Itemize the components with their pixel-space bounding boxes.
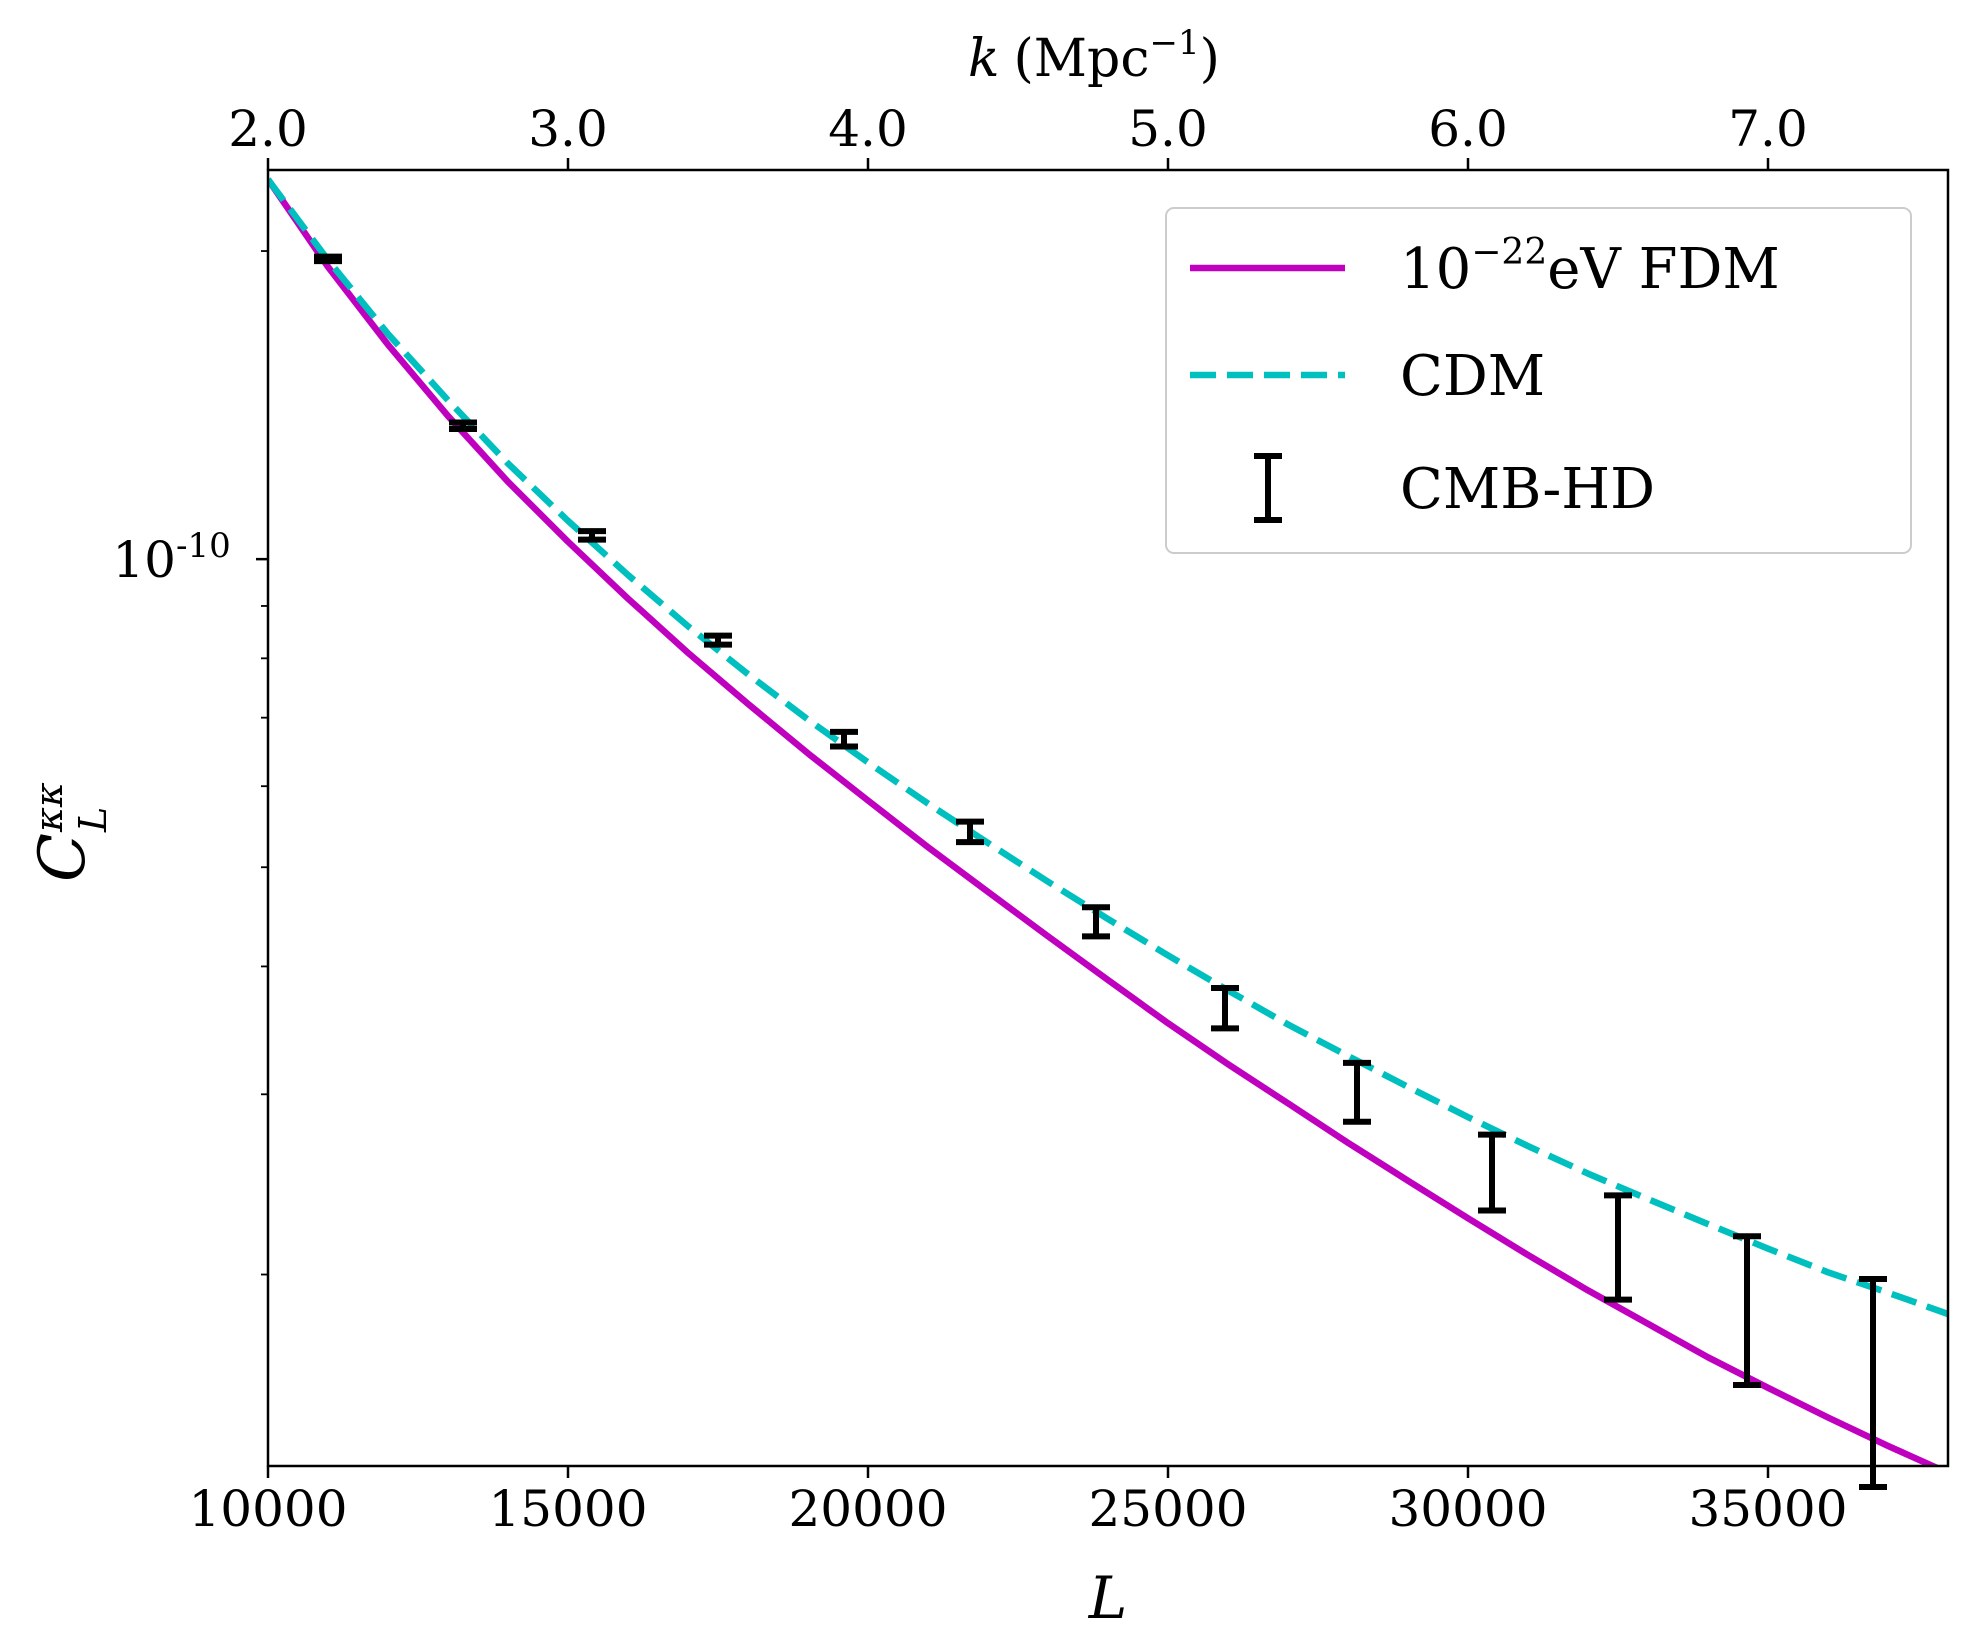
top-axis-title: k (Mpc−1) (968, 23, 1220, 89)
errorbar-7 (1082, 904, 1110, 940)
x-tick-label: 20000 (788, 1480, 947, 1538)
legend-label-fdm-exp: −22 (1471, 232, 1547, 273)
top-x-tick-label: 7.0 (1728, 100, 1808, 158)
errorbar-13 (1859, 1275, 1887, 1491)
y-axis-title-sub: L (71, 807, 115, 833)
top-x-tick-label: 4.0 (828, 100, 908, 158)
x-tick-label: 25000 (1088, 1480, 1247, 1538)
errorbar-10 (1478, 1131, 1506, 1214)
errorbar-8 (1211, 985, 1239, 1032)
top-x-tick-label: 2.0 (228, 100, 308, 158)
x-tick-label: 10000 (188, 1480, 347, 1538)
top-x-tick-label: 5.0 (1128, 100, 1208, 158)
x-axis-title: L (1088, 1564, 1128, 1632)
y-axis-title: Cκκ L (26, 782, 115, 882)
errorbar-1 (314, 253, 342, 265)
legend-box (1165, 207, 1912, 554)
y-axis-title-sup: κκ (27, 782, 71, 833)
top-x-tick-label: 6.0 (1428, 100, 1508, 158)
errorbar-11 (1604, 1192, 1632, 1303)
x-tick-label: 30000 (1388, 1480, 1547, 1538)
top-x-tick-label: 3.0 (528, 100, 608, 158)
errorbar-12 (1733, 1233, 1761, 1388)
legend-label-cdm: CDM (1400, 344, 1545, 409)
series-line-cdm (268, 177, 1948, 1318)
top-axis-title-unit: (Mpc (1014, 29, 1150, 89)
x-tick-label: 35000 (1688, 1480, 1847, 1538)
top-axis-title-close: ) (1200, 29, 1220, 89)
top-axis-title-exp: −1 (1149, 23, 1199, 63)
errorbar-3 (578, 528, 606, 543)
errorbar-6 (956, 818, 984, 846)
legend-label-fdm-rest: eV FDM (1547, 237, 1779, 302)
y-tick-label: 10 (112, 531, 176, 589)
errorbar-2 (449, 419, 477, 433)
errorbar-9 (1343, 1059, 1371, 1125)
plot-frame (266, 168, 1950, 1468)
legend-label-fdm-base: 10 (1400, 237, 1471, 302)
legend-label-cmb-hd: CMB-HD (1400, 457, 1655, 522)
x-tick-label: 15000 (488, 1480, 647, 1538)
errorbar-5 (830, 728, 858, 750)
top-axis-title-var: k (968, 29, 1000, 89)
errorbar-4 (704, 632, 732, 648)
series-line-fdm (268, 177, 1941, 1466)
y-tick-label-exponent: -10 (176, 526, 231, 566)
legend-label-fdm: 10−22eV FDM (1400, 232, 1780, 302)
y-axis-title-base: C (26, 833, 100, 882)
